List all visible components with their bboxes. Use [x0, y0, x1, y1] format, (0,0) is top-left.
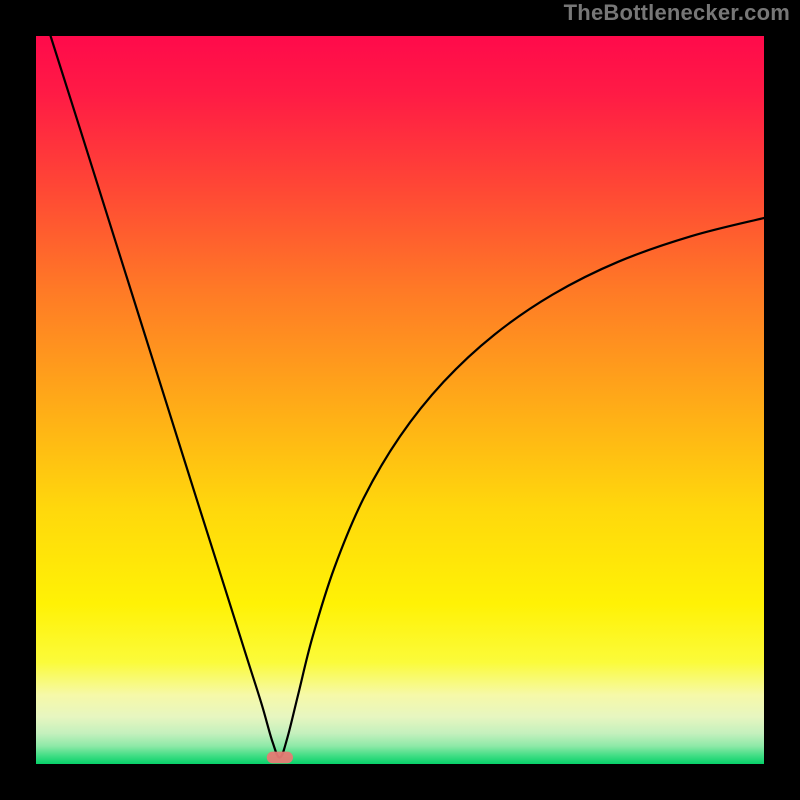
bottleneck-curve-chart: [0, 0, 800, 800]
chart-container: TheBottlenecker.com: [0, 0, 800, 800]
watermark-text: TheBottlenecker.com: [564, 0, 790, 26]
curve-minimum-marker: [267, 752, 293, 764]
chart-plot-background: [36, 36, 764, 764]
